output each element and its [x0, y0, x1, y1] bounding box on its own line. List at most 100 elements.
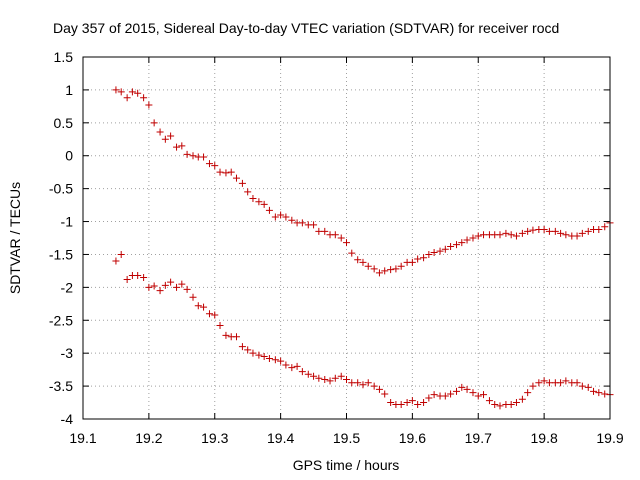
data-point-upper — [343, 239, 350, 247]
data-point-lower — [458, 383, 466, 391]
data-point-lower — [474, 392, 482, 400]
data-point-lower — [491, 401, 499, 409]
data-point-upper — [271, 213, 279, 221]
data-point-upper — [298, 219, 306, 227]
data-point-upper — [540, 225, 548, 233]
data-point-lower — [573, 379, 581, 387]
data-point-upper — [480, 231, 488, 239]
data-point-lower — [298, 368, 306, 376]
data-point-lower — [403, 399, 411, 407]
data-point-lower — [601, 390, 609, 398]
data-point-lower — [447, 390, 455, 398]
data-point-lower — [370, 382, 378, 390]
data-point-lower — [173, 283, 181, 291]
data-point-upper — [584, 227, 592, 235]
data-point-lower — [578, 382, 586, 390]
data-point-upper — [392, 265, 400, 273]
data-point-upper — [397, 262, 405, 270]
data-point-upper — [156, 128, 164, 136]
data-point-upper — [265, 206, 273, 214]
data-point-upper — [337, 234, 345, 242]
data-point-lower — [545, 379, 553, 387]
data-point-upper — [529, 226, 537, 234]
x-tick-label: 19.8 — [531, 430, 558, 446]
data-point-upper — [205, 160, 213, 168]
data-point-lower — [222, 331, 230, 339]
data-point-lower — [535, 379, 543, 387]
data-point-lower — [277, 357, 285, 365]
data-point-upper — [238, 179, 246, 187]
y-tick-label: 1 — [65, 82, 73, 98]
data-point-lower — [249, 349, 257, 357]
x-tick-label: 19.3 — [201, 430, 228, 446]
data-point-lower — [310, 372, 318, 380]
data-point-upper — [387, 266, 395, 274]
data-point-upper — [557, 229, 565, 237]
data-point-lower — [512, 399, 520, 407]
data-point-lower — [590, 387, 598, 395]
data-point-upper — [288, 216, 296, 224]
data-point-upper — [260, 200, 268, 208]
data-point-upper — [244, 188, 252, 196]
data-point-lower — [331, 374, 339, 382]
data-point-upper — [545, 227, 553, 235]
data-point-upper — [453, 241, 461, 249]
y-tick-label: 0.5 — [54, 115, 74, 131]
data-point-upper — [117, 88, 125, 96]
data-point-upper — [562, 231, 570, 239]
data-point-upper — [463, 236, 471, 244]
data-point-lower — [150, 282, 158, 290]
data-point-upper — [140, 94, 148, 102]
data-point-upper — [167, 132, 175, 140]
data-point-lower — [123, 275, 131, 283]
data-point-lower — [232, 333, 240, 341]
y-tick-label: -4 — [61, 411, 74, 427]
data-point-upper — [573, 232, 581, 240]
data-point-lower — [255, 351, 263, 359]
data-point-lower — [211, 311, 219, 319]
y-axis-label: SDTVAR / TECUs — [7, 182, 23, 294]
y-tick-label: 0 — [65, 148, 73, 164]
data-point-upper — [348, 249, 356, 257]
data-point-upper — [551, 227, 559, 235]
data-point-lower — [161, 281, 169, 289]
data-point-lower — [441, 392, 449, 400]
data-point-upper — [425, 250, 433, 258]
data-point-upper — [112, 86, 120, 94]
data-point-lower — [167, 278, 175, 286]
chart-title: Day 357 of 2015, Sidereal Day-to-day VTE… — [53, 20, 559, 36]
y-tick-label: -2.5 — [49, 312, 73, 328]
data-point-lower — [524, 389, 532, 397]
data-point-lower — [326, 377, 334, 385]
data-point-upper — [370, 265, 378, 273]
data-point-lower — [112, 257, 120, 265]
data-point-lower — [375, 385, 383, 393]
data-point-upper — [441, 245, 449, 253]
y-tick-label: -0.5 — [49, 181, 73, 197]
data-point-upper — [173, 143, 181, 151]
x-tick-label: 19.5 — [333, 430, 360, 446]
data-point-lower — [315, 374, 323, 382]
y-tick-label: -1.5 — [49, 246, 73, 262]
data-point-lower — [260, 352, 268, 360]
data-point-lower — [288, 364, 296, 372]
data-point-lower — [469, 389, 477, 397]
data-point-upper — [321, 227, 329, 235]
data-point-upper — [595, 225, 603, 233]
data-point-upper — [227, 168, 235, 176]
data-point-upper — [436, 247, 444, 255]
data-point-lower — [134, 272, 142, 280]
data-point-upper — [178, 142, 186, 150]
data-point-upper — [354, 256, 362, 264]
data-point-upper — [447, 243, 455, 251]
data-point-upper — [249, 195, 257, 203]
data-point-lower — [557, 379, 565, 387]
data-point-upper — [150, 119, 158, 127]
data-point-lower — [265, 354, 273, 362]
data-point-upper — [211, 162, 219, 170]
data-point-upper — [200, 153, 208, 161]
data-point-upper — [315, 227, 323, 235]
x-tick-label: 19.2 — [135, 430, 162, 446]
y-tick-label: -3 — [61, 345, 74, 361]
data-point-upper — [518, 229, 526, 237]
